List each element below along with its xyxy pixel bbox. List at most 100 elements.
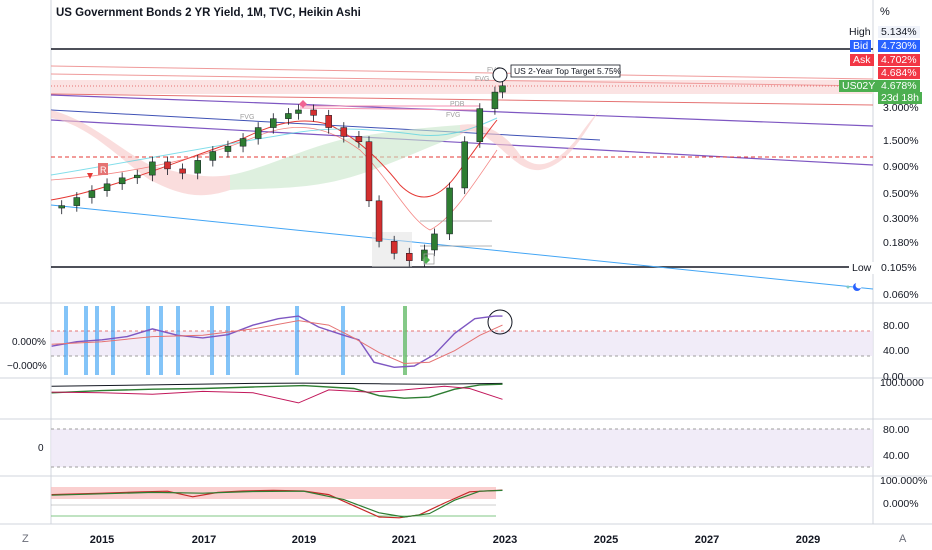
ask-value: 4.702%	[878, 54, 920, 66]
annotation[interactable]: US 2-Year Top Target 5.75%	[510, 64, 622, 78]
candle-body	[446, 187, 453, 235]
y-tick: 0.900%	[883, 161, 919, 173]
osc-tick: 100.0000	[880, 377, 924, 389]
chart-title: US Government Bonds 2 YR Yield, 1M, TVC,…	[56, 7, 361, 19]
timezone-button[interactable]: Z	[22, 533, 29, 545]
rsi-left-label: −0.000%	[7, 361, 47, 372]
candle-body	[270, 118, 277, 128]
high-label: High	[849, 26, 871, 38]
symbol-label: US02Y	[839, 80, 879, 92]
ichimoku-cloud-green	[230, 125, 460, 190]
candle-body	[164, 161, 171, 170]
rsi-tick: 40.00	[883, 345, 909, 357]
rsi-tick: 0.00	[883, 371, 904, 383]
pdb-mark: PDB	[450, 101, 465, 108]
candle-body	[295, 109, 302, 114]
ask-label: Ask	[850, 54, 874, 66]
candle-body	[239, 138, 247, 147]
rsi-circle-icon	[487, 309, 513, 335]
rsi-pane: 0.000% −0.000% 80.00 40.00 0.00	[7, 306, 909, 383]
r-mark: R	[100, 165, 107, 175]
y-tick: 0.500%	[883, 188, 919, 200]
fvg-mark-2: FVG	[446, 112, 460, 119]
stoch-pane: 100.000% 0.000%	[51, 475, 927, 519]
percent-symbol: %	[880, 6, 890, 18]
candle-body	[88, 190, 96, 198]
candle-body	[118, 177, 126, 185]
candle-body	[285, 113, 292, 119]
trendline-purple	[50, 94, 874, 127]
pane3-tick: 80.00	[883, 424, 909, 436]
target-zone	[51, 80, 873, 94]
auto-scale-button[interactable]: A	[899, 533, 907, 545]
candle-body	[340, 127, 348, 137]
chart-marks: R FVG FVG FVG FVG PDB	[87, 67, 508, 265]
candle-body	[476, 108, 484, 142]
countdown-value: 23d 18h	[878, 92, 922, 104]
x-tick: 2025	[594, 534, 618, 546]
stoch-tick: 0.000%	[883, 498, 919, 510]
moon-icon[interactable]	[846, 281, 863, 292]
other-value: 4.684%	[878, 67, 920, 79]
oscillator-pane: 100.0000	[51, 377, 924, 404]
pane3-left-label: 0	[38, 443, 44, 454]
y-tick: 1.500%	[883, 135, 919, 147]
candle-body	[224, 145, 232, 152]
candle-body	[406, 253, 413, 261]
candle-body	[254, 127, 262, 139]
y-tick: 0.060%	[883, 289, 919, 301]
candle-body	[58, 205, 65, 209]
candle-body	[461, 141, 468, 189]
target-circle-icon	[492, 67, 508, 83]
trendline-blue	[50, 204, 874, 290]
candle-body	[431, 233, 438, 251]
candle-body	[390, 241, 398, 254]
rsi-left-label: 0.000%	[12, 337, 46, 348]
pane3-tick: 40.00	[883, 450, 909, 462]
candle-body	[310, 109, 317, 116]
bid-label: Bid	[850, 40, 872, 52]
stoch-tick: 100.000%	[880, 475, 927, 487]
candle-body	[179, 168, 186, 174]
candle-body	[73, 197, 81, 206]
high-value: 5.134%	[878, 26, 920, 38]
candle-body	[194, 160, 201, 174]
rsi-tick: 80.00	[883, 320, 909, 332]
candle-body	[134, 174, 141, 179]
x-tick: 2015	[90, 534, 114, 546]
fvg-mark-1: FVG	[240, 114, 254, 121]
candle-body	[499, 85, 506, 93]
x-tick: 2027	[695, 534, 719, 546]
candle-body	[491, 91, 499, 109]
y-tick: 3.000%	[883, 102, 919, 114]
empty-pane: 0 80.00 40.00	[38, 424, 909, 468]
main-pane	[50, 48, 874, 290]
candle-body	[103, 183, 111, 191]
symbol-value: 4.678%	[878, 80, 920, 92]
candle-body	[325, 115, 332, 128]
candle-body	[365, 141, 373, 202]
candle-body	[149, 161, 156, 176]
low-label: Low	[849, 262, 875, 274]
x-tick: 2017	[192, 534, 216, 546]
y-tick: 0.300%	[883, 213, 919, 225]
candle-body	[375, 200, 383, 242]
x-tick: 2019	[292, 534, 316, 546]
candle-body	[209, 151, 217, 161]
main-y-axis: 3.000% 1.500% 0.900% 0.500% 0.300% 0.180…	[883, 102, 919, 301]
ichimoku-cloud-red	[51, 110, 230, 196]
sell-marker-icon	[87, 173, 93, 179]
y-tick: 0.180%	[883, 237, 919, 249]
low-value: 0.105%	[878, 262, 920, 274]
candle-body	[355, 136, 363, 142]
diamond-marker-icon	[299, 100, 307, 108]
bid-value: 4.730%	[878, 40, 920, 52]
x-tick: 2029	[796, 534, 820, 546]
x-tick: 2023	[493, 534, 517, 546]
x-axis: 2015 2017 2019 2021 2023 2025 2027 2029	[90, 534, 820, 546]
annotation-text: US 2-Year Top Target 5.75%	[514, 66, 622, 76]
x-tick: 2021	[392, 534, 416, 546]
fvg-mark-3: FVG	[475, 76, 489, 83]
